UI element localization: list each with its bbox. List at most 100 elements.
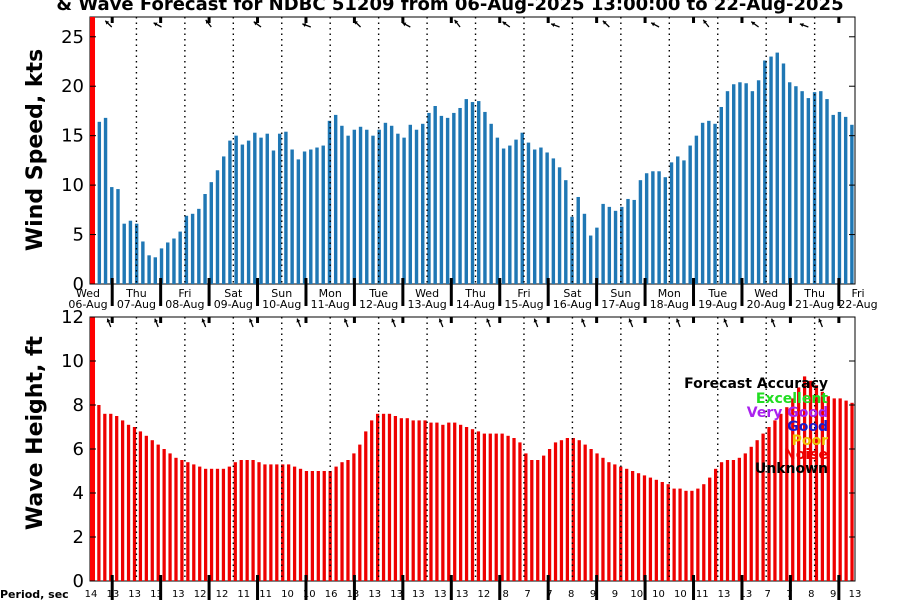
wind-bar [564,180,568,284]
period-value: 11 [237,589,250,600]
wave-height-panel: 0 2 4 6 8 10 12 Wave Height, ft [23,307,856,603]
day-date-label: 17-Aug [601,298,640,311]
period-value: 11 [696,589,709,600]
wind-bar [582,213,587,284]
day-weekday-label: Mon [658,287,681,300]
day-weekday-label: Wed [76,287,100,300]
wind-bar [159,248,164,284]
wind-bar [116,189,120,284]
wave-bar [269,464,273,581]
wind-bar [744,83,748,284]
wave-bar [126,424,131,581]
wave-ylabel: Wave Height, ft [23,335,48,530]
wind-bar [756,80,761,284]
period-value: 13 [718,589,731,600]
wave-bar [678,488,682,581]
wave-bar [198,466,202,581]
wave-bar [180,460,184,581]
wave-bar [714,468,718,581]
wind-bar [763,60,767,285]
day-date-label: 20-Aug [747,298,786,311]
wave-bar [435,422,439,581]
wave-direction-arrowhead [343,318,348,323]
day-date-label: 14-Aug [456,298,495,311]
wind-direction-arrowhead [153,22,158,27]
period-value: 13 [412,589,425,600]
wave-bar [322,471,326,581]
day-labels: Wed06-AugThu07-AugFri08-AugSat09-AugSun1… [68,287,877,311]
wind-bar [688,145,692,284]
wave-direction-arrowhead [628,318,633,323]
wave-bar [731,460,736,581]
wind-bar [452,112,456,284]
wind-direction-arrowhead [105,20,110,25]
wind-bar [663,177,668,284]
period-value: 10 [652,589,665,600]
wave-bar [221,468,226,581]
wave-bar [459,424,463,581]
wave-bar [666,484,670,581]
wind-bar [122,223,126,284]
wave-bar [524,453,528,581]
wave-bar [352,453,356,581]
day-weekday-label: Thu [464,287,486,300]
wave-bar [559,440,564,581]
wind-bar [153,257,158,284]
period-value: 13 [347,589,360,600]
wave-bar [589,449,593,581]
wind-bar [215,170,220,284]
wind-bar [800,91,804,284]
day-date-label: 06-Aug [68,298,107,311]
wave-bar [690,490,694,581]
wind-bar [532,149,537,284]
wave-bar [518,442,522,581]
wind-bar [445,117,450,285]
wave-direction-arrowhead [770,318,775,323]
wave-ytick-label: 10 [61,351,84,372]
wave-direction-arrowhead [296,318,301,323]
wind-ytick-label: 5 [73,225,84,246]
wind-bar [700,122,705,284]
period-row: Period, sec 14 13 13 13 13 12 12 11 11 10 10 16 13 13… [0,588,862,601]
wave-bar [553,442,558,581]
wind-bar [377,129,381,284]
period-value: 13 [849,589,862,600]
wave-direction-arrowhead [249,318,253,323]
wind-bar [178,231,182,284]
wave-bar [619,466,623,581]
wind-direction-arrowhead [354,20,358,25]
period-value: 13 [128,589,141,600]
wave-bar [702,484,706,581]
wave-bar [281,464,285,581]
period-value: 7 [546,589,552,600]
wind-bar [732,84,736,285]
wind-direction-arrowhead [602,20,607,25]
period-value: 8 [503,589,509,600]
wind-bar [644,173,649,284]
period-value: 14 [85,589,98,600]
wave-direction-arrowhead [533,318,538,323]
wind-direction-arrowhead [703,19,708,24]
wind-bar [290,149,294,284]
day-weekday-label: Mon [319,287,342,300]
legend-item: Noise [784,447,828,463]
wave-bar [453,422,457,581]
wind-bar [495,137,500,284]
wind-ytick-label: 20 [61,76,84,97]
wind-bar [408,124,413,284]
day-weekday-label: Thu [803,287,825,300]
legend-item: Good [787,419,828,435]
wind-bar [346,135,350,284]
wind-bar [626,198,630,284]
wave-bar [346,460,350,581]
wave-bar [120,420,125,581]
wind-bar [638,180,643,284]
day-date-label: 15-Aug [504,298,543,311]
period-value: 12 [216,589,229,600]
wind-bar [595,227,599,284]
wind-bar [228,140,232,284]
wave-bar [482,433,486,581]
day-weekday-label: Fri [178,287,191,300]
wave-bar [607,462,611,581]
day-date-label: 22-Aug [838,298,877,311]
